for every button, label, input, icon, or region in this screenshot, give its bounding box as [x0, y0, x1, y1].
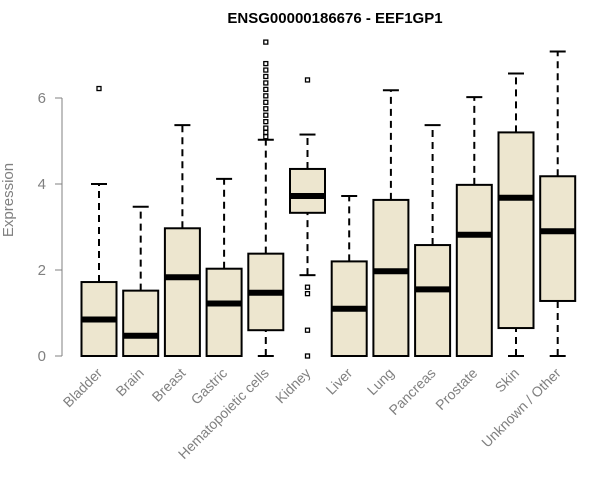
y-tick-label: 4 — [38, 176, 46, 193]
box-lung — [372, 89, 410, 357]
box-hematopoietic-cells — [247, 39, 285, 357]
outlier-point — [263, 134, 269, 140]
y-tick-label: 2 — [38, 262, 46, 279]
outlier-point — [96, 85, 102, 92]
box-breast — [163, 124, 201, 357]
x-tick-label: Unknown / Other — [478, 365, 564, 451]
outlier-point — [304, 290, 311, 297]
outlier-point — [263, 39, 269, 45]
box-body — [539, 175, 577, 302]
outlier-point — [304, 77, 311, 83]
x-tick-label: Prostate — [432, 365, 480, 413]
box-liver — [330, 195, 368, 357]
box-body — [497, 131, 535, 330]
box-body — [163, 227, 201, 357]
outlier-point — [263, 73, 269, 80]
box-pancreas — [414, 124, 452, 357]
outlier-point — [263, 86, 269, 93]
y-axis-label: Expression — [0, 163, 17, 237]
x-tick-label: Liver — [323, 365, 356, 398]
outlier-point — [304, 353, 311, 359]
box-body — [205, 267, 243, 357]
box-body — [414, 244, 452, 357]
outlier-point — [263, 125, 269, 131]
outlier-point — [263, 112, 269, 118]
outlier-point — [263, 106, 269, 112]
chart-title: ENSG00000186676 - EEF1GP1 — [227, 10, 442, 27]
box-body — [289, 167, 326, 214]
y-axis: 0 2 4 6 — [38, 90, 63, 365]
x-tick-label: Lung — [364, 365, 397, 398]
box-body — [372, 198, 410, 357]
box-bladder — [80, 85, 118, 358]
box-skin — [497, 72, 535, 357]
x-tick-label: Skin — [492, 365, 523, 396]
outlier-point — [263, 129, 269, 136]
x-tick-label: Bladder — [60, 365, 106, 411]
outlier-point — [263, 80, 269, 86]
box-unknown-other — [539, 50, 577, 357]
outlier-point — [263, 60, 269, 67]
box-kidney — [289, 77, 326, 359]
x-tick-label: Brain — [112, 365, 146, 399]
outlier-point — [304, 284, 311, 290]
box-gastric — [205, 177, 243, 357]
box-body — [122, 289, 160, 358]
box-series — [80, 39, 577, 359]
box-prostate — [455, 96, 493, 357]
x-tick-label: Breast — [149, 365, 189, 405]
outlier-point — [263, 119, 269, 125]
y-tick-label: 0 — [38, 348, 46, 365]
outlier-point — [263, 93, 269, 99]
outlier-point — [263, 99, 269, 105]
box-body — [455, 183, 493, 357]
outlier-point — [304, 327, 311, 333]
x-tick-label: Kidney — [272, 365, 314, 407]
box-brain — [122, 205, 160, 358]
outlier-point — [263, 67, 269, 73]
y-tick-label: 6 — [38, 90, 46, 107]
